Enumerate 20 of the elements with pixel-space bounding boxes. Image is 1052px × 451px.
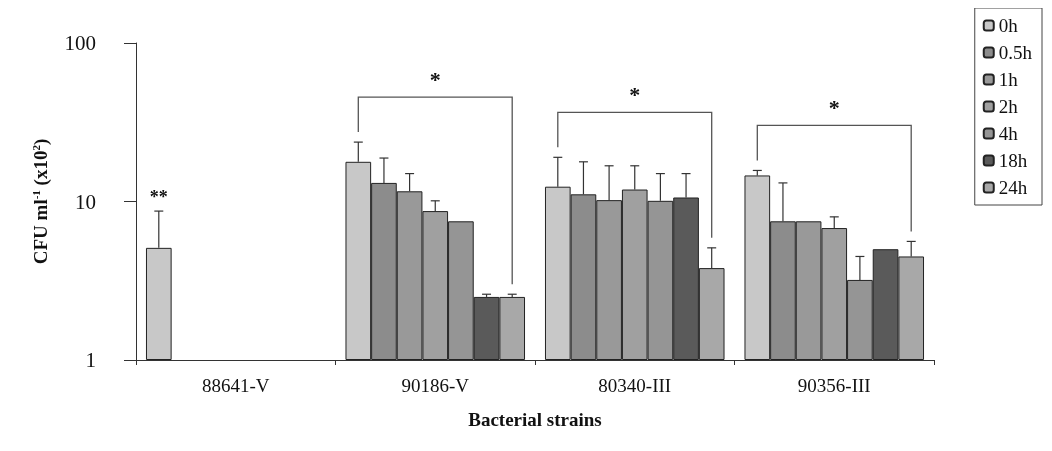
annotation: * xyxy=(828,94,840,120)
y-tick-label: 1 xyxy=(85,348,96,372)
y-axis-title: CFU ml-1 (x102) xyxy=(29,138,52,265)
annotation: * xyxy=(429,66,441,92)
annotation: * xyxy=(629,81,641,107)
legend-label: 4h xyxy=(998,123,1019,144)
x-tick-label: 90356-III xyxy=(797,375,871,396)
x-tick-label: 90186-V xyxy=(401,375,470,396)
legend-label: 2h xyxy=(998,96,1019,117)
x-tick-label: 80340-III xyxy=(598,375,672,396)
legend-label: 0h xyxy=(998,15,1019,36)
y-tick-label: 10 xyxy=(75,189,96,214)
legend-label: 1h xyxy=(998,69,1019,90)
annotation: ** xyxy=(149,187,168,208)
x-tick-label: 88641-V xyxy=(201,375,270,396)
legend-label: 0.5h xyxy=(998,42,1033,63)
legend-label: 18h xyxy=(998,150,1028,171)
x-axis-title: Bacterial strains xyxy=(468,409,602,430)
y-tick-label: 100 xyxy=(64,31,96,55)
legend-label: 24h xyxy=(998,177,1028,198)
